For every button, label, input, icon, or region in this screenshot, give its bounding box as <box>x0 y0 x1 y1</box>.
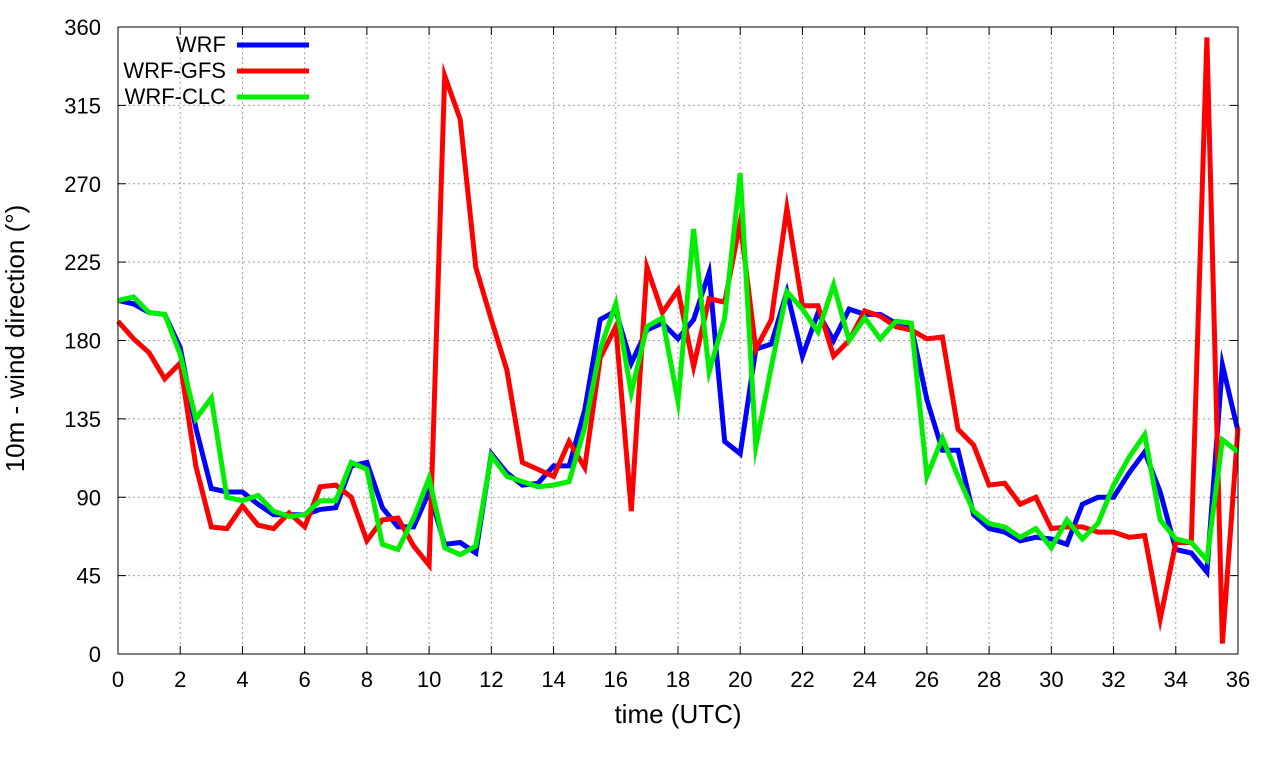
series-line-wrf-gfs <box>116 37 1241 644</box>
x-tick-label: 28 <box>977 667 1001 692</box>
x-tick-label: 36 <box>1226 667 1250 692</box>
x-tick-label: 22 <box>790 667 814 692</box>
x-tick-label: 12 <box>479 667 503 692</box>
x-tick-label: 6 <box>299 667 311 692</box>
x-tick-label: 30 <box>1039 667 1063 692</box>
x-tick-label: 32 <box>1101 667 1125 692</box>
x-tick-label: 2 <box>174 667 186 692</box>
x-tick-label: 4 <box>236 667 248 692</box>
y-tick-label: 0 <box>89 642 101 667</box>
y-tick-label: 90 <box>77 485 101 510</box>
y-tick-label: 315 <box>64 93 101 118</box>
y-axis-label: 10m - wind direction (°) <box>0 205 30 473</box>
y-tick-label: 180 <box>64 329 101 354</box>
series-lines <box>116 37 1241 644</box>
x-tick-label: 24 <box>852 667 876 692</box>
x-axis-label: time (UTC) <box>614 699 741 729</box>
x-tick-label: 8 <box>361 667 373 692</box>
x-tick-label: 16 <box>604 667 628 692</box>
x-tick-label: 20 <box>728 667 752 692</box>
plot-frame <box>117 26 1239 655</box>
legend-label-wrf: WRF <box>176 32 226 57</box>
y-tick-label: 45 <box>77 564 101 589</box>
x-tick-label: 18 <box>666 667 690 692</box>
series-line-wrf-clc <box>117 173 1240 566</box>
y-tick-label: 225 <box>64 250 101 275</box>
x-tick-label: 26 <box>915 667 939 692</box>
y-tick-label: 360 <box>64 15 101 40</box>
x-tick-label: 0 <box>112 667 124 692</box>
y-tick-label: 135 <box>64 407 101 432</box>
legend-label-wrf-gfs: WRF-GFS <box>123 58 226 83</box>
x-tick-label: 34 <box>1164 667 1188 692</box>
x-tick-label: 14 <box>541 667 565 692</box>
y-tick-label: 270 <box>64 172 101 197</box>
y-tick-labels: 0 45 90 135 180 225 270 315 360 <box>64 15 101 667</box>
x-tick-labels: 0 2 4 6 8 10 12 14 16 18 20 22 24 26 28 30 32 34 36 <box>112 667 1250 692</box>
x-tick-label: 10 <box>417 667 441 692</box>
legend-label-wrf-clc: WRF-CLC <box>125 84 227 109</box>
